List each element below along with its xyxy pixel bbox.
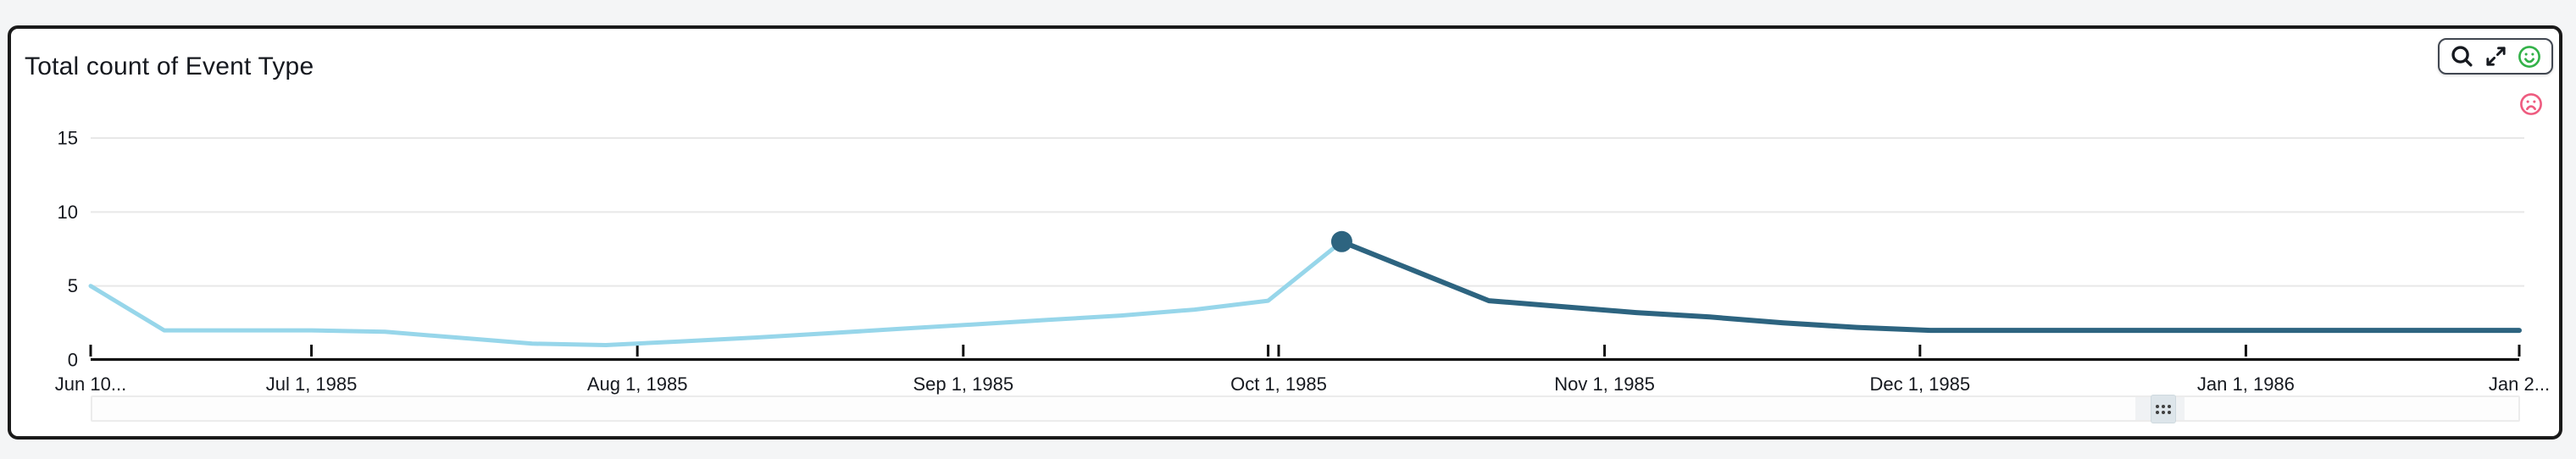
y-tick-label: 0 [68, 350, 78, 371]
x-tick-label: Aug 1, 1985 [587, 373, 688, 395]
grip-dots-icon [2156, 405, 2171, 414]
x-tick-label: Jan 2... [2489, 373, 2550, 395]
visual-toolbar [2438, 38, 2553, 75]
x-tick-label: Sep 1, 1985 [913, 373, 1013, 395]
series-count-after-highlight[interactable] [1339, 239, 2522, 334]
expand-button[interactable] [2480, 41, 2511, 72]
expand-icon [2485, 47, 2506, 66]
scrollbar-drag-handle[interactable] [2151, 395, 2176, 423]
highlighted-data-point[interactable] [1330, 230, 1352, 252]
x-tick-label: Jan 1, 1986 [2197, 373, 2295, 395]
visual-title: Total count of Event Type [25, 53, 314, 80]
smiley-happy-icon [2518, 45, 2540, 68]
y-tick-label: 5 [68, 275, 78, 296]
x-tick-label: Nov 1, 1985 [1554, 373, 1655, 395]
zoom-button[interactable] [2446, 41, 2477, 72]
feedback-negative-button[interactable] [2518, 91, 2544, 117]
x-tick-label: Jul 1, 1985 [266, 373, 358, 395]
x-axis-scrollbar[interactable] [91, 395, 2520, 423]
visual-card [8, 25, 2562, 440]
x-tick-label: Jun 10... [55, 373, 126, 395]
x-tick-label: Dec 1, 1985 [1869, 373, 1970, 395]
search-icon [2451, 46, 2473, 67]
smiley-sad-icon [2520, 93, 2542, 115]
series-count-before-highlight[interactable] [88, 239, 1344, 347]
y-tick-label: 10 [58, 202, 78, 223]
y-tick-label: 15 [58, 128, 78, 149]
x-tick-label: Oct 1, 1985 [1230, 373, 1327, 395]
feedback-positive-button[interactable] [2514, 41, 2545, 72]
